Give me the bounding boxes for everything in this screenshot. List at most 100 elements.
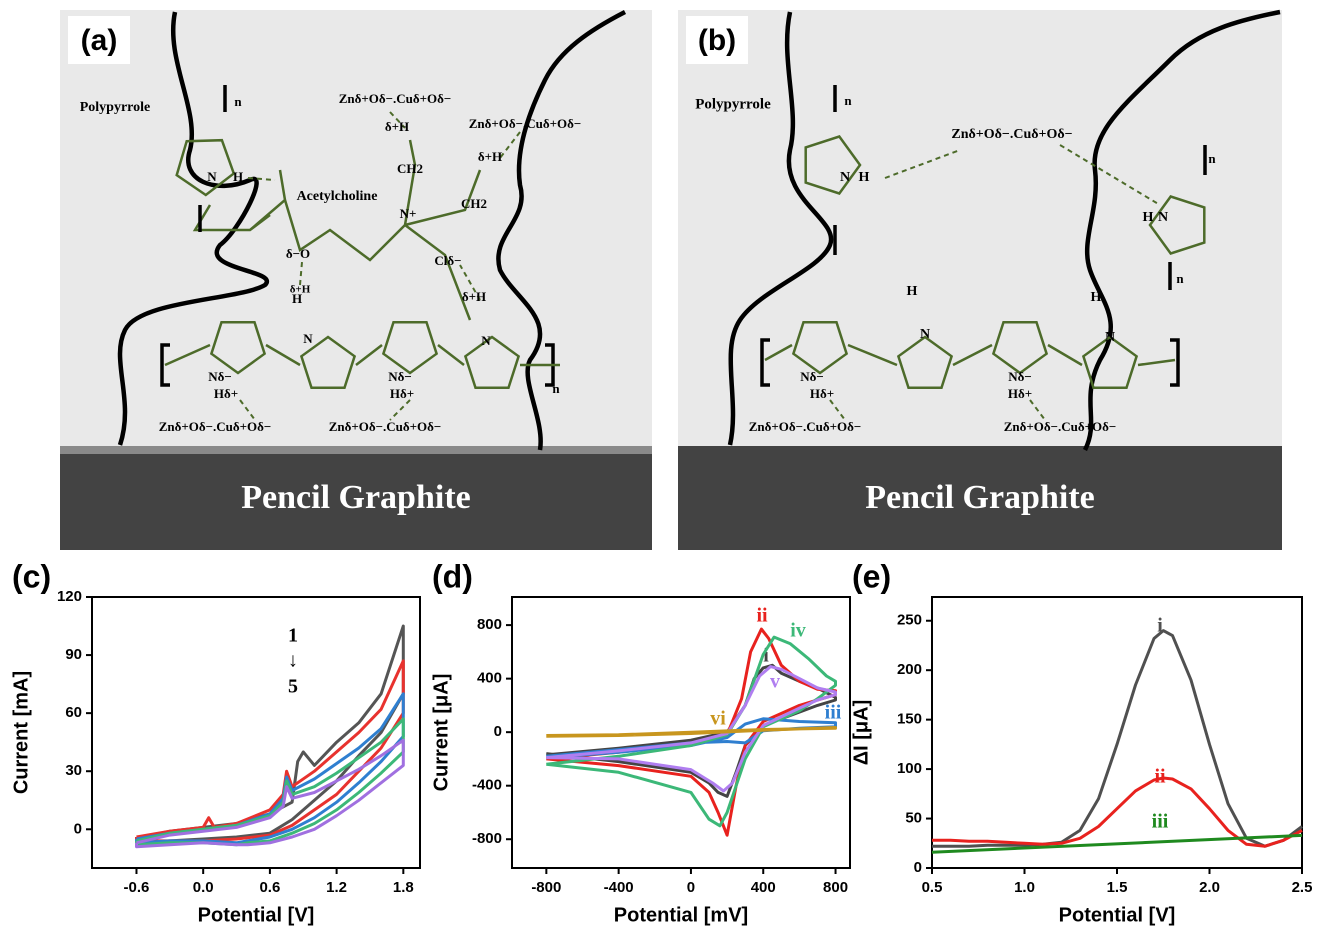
y-tick-label: 150	[897, 711, 922, 728]
pyrrole-ring	[381, 321, 439, 375]
chem-label: Polypyrrole	[695, 96, 771, 112]
x-tick-label: -0.6	[124, 879, 150, 896]
chem-label: n	[1208, 151, 1216, 166]
chem-label: H	[292, 291, 302, 306]
chem-label: Hδ+	[810, 386, 834, 401]
x-tick-label: 2.5	[1292, 879, 1313, 896]
series-label: i	[763, 645, 769, 667]
x-axis-label: Potential [mV]	[614, 904, 748, 926]
chem-label: Znδ+Oδ−.Cuδ+Oδ−	[469, 116, 582, 131]
chem-label: Znδ+Oδ−.Cuδ+Oδ−	[1004, 419, 1117, 434]
y-tick-label: -800	[472, 830, 502, 847]
hydrogen-bond	[239, 111, 521, 421]
label-background	[68, 16, 130, 64]
annotation: ↓	[288, 650, 298, 672]
chem-label: δ+H	[290, 284, 311, 296]
pyrrole-ring	[463, 335, 521, 389]
y-tick-label: 0	[74, 820, 82, 837]
series-line	[135, 717, 405, 847]
y-tick-label: 90	[65, 646, 82, 663]
substrate-label: Pencil Graphite	[865, 479, 1094, 516]
chem-label: δ+H	[478, 149, 502, 164]
substrate-edge	[60, 446, 652, 454]
y-tick-label: 60	[65, 704, 82, 721]
y-tick-label: 250	[897, 612, 922, 629]
series-line	[135, 738, 405, 849]
x-tick-label: 0.0	[193, 879, 214, 896]
chem-label: Znδ+Oδ−.Cuδ+Oδ−	[749, 419, 862, 434]
x-axis-label: Potential [V]	[198, 904, 315, 926]
x-tick-label: 0.6	[259, 879, 280, 896]
series-line	[135, 692, 405, 845]
chem-label: Znδ+Oδ−.Cuδ+Oδ−	[159, 419, 272, 434]
panel-background	[60, 10, 652, 450]
pyrrole-ring	[896, 335, 954, 389]
panel-label: (c)	[12, 558, 51, 594]
y-tick-label: 0	[914, 859, 922, 876]
x-tick-label: 1.8	[393, 879, 414, 896]
x-tick-label: -800	[531, 879, 561, 896]
chem-label: Nδ−	[1008, 369, 1032, 384]
chem-label: Nδ−	[208, 369, 232, 384]
chem-label: Polypyrrole	[80, 100, 151, 115]
pyrrole-ring	[804, 135, 862, 195]
x-tick-label: 2.0	[1199, 879, 1220, 896]
chem-label: Znδ+Oδ−.Cuδ+Oδ−	[339, 91, 452, 106]
y-tick-label: 0	[494, 723, 502, 740]
panel-label: (b)	[698, 24, 736, 57]
y-tick-label: 50	[905, 810, 922, 827]
y-tick-label: 800	[477, 616, 502, 633]
y-tick-label: 200	[897, 661, 922, 678]
pyrrole-ring	[991, 321, 1049, 375]
chem-label: Acetylcholine	[297, 189, 378, 204]
chem-label: Hδ+	[1008, 386, 1032, 401]
x-tick-label: 0	[687, 879, 695, 896]
chem-label: CH2	[397, 161, 423, 176]
y-tick-label: 30	[65, 762, 82, 779]
pyrrole-ring	[299, 335, 357, 389]
chem-label: N	[481, 333, 491, 348]
series-label: iii	[825, 702, 842, 724]
chem-label: n	[234, 94, 242, 109]
y-axis-label: Current [mA]	[10, 671, 32, 794]
y-axis-label: Current [μA]	[430, 674, 452, 792]
chem-label: Nδ−	[800, 369, 824, 384]
panel-label: (d)	[432, 558, 473, 594]
chem-label: Clδ−	[434, 253, 461, 268]
chem-label: N	[840, 170, 850, 185]
pyrrole-ring	[791, 321, 849, 375]
boundary	[727, 11, 834, 446]
plot-frame	[91, 596, 421, 869]
chem-label: N	[303, 331, 313, 346]
x-tick-label: 800	[823, 879, 848, 896]
y-axis-label: ΔI [μA]	[850, 700, 872, 766]
series-line	[546, 717, 837, 760]
series-label: ii	[756, 605, 768, 627]
x-tick-label: 400	[751, 879, 776, 896]
x-tick-label: 0.5	[922, 879, 943, 896]
boundary	[496, 9, 627, 451]
series-label: iii	[1152, 811, 1169, 833]
y-tick-label: 120	[57, 588, 82, 605]
chem-label: H	[907, 284, 918, 299]
chem-label: Hδ+	[214, 386, 238, 401]
substrate-label: Pencil Graphite	[241, 479, 470, 516]
series-line	[931, 833, 1303, 854]
series-line	[932, 629, 1303, 848]
plot-frame	[931, 596, 1303, 869]
series-label: v	[770, 671, 780, 693]
annotation: 1	[288, 625, 298, 647]
boundary	[1082, 9, 1281, 452]
pyrrole-ring	[209, 321, 267, 375]
chem-label: n	[844, 93, 852, 108]
x-axis-label: Potential [V]	[1059, 904, 1176, 926]
chem-label: N	[1158, 210, 1168, 225]
series-line	[546, 665, 837, 793]
hydrogen-bond	[829, 144, 1161, 421]
chem-label: N	[920, 327, 930, 342]
chem-label: N	[207, 169, 217, 184]
chem-label: δ+H	[462, 289, 486, 304]
chem-label: Znδ+Oδ−.Cuδ+Oδ−	[951, 127, 1072, 142]
chem-label: Nδ−	[388, 369, 412, 384]
